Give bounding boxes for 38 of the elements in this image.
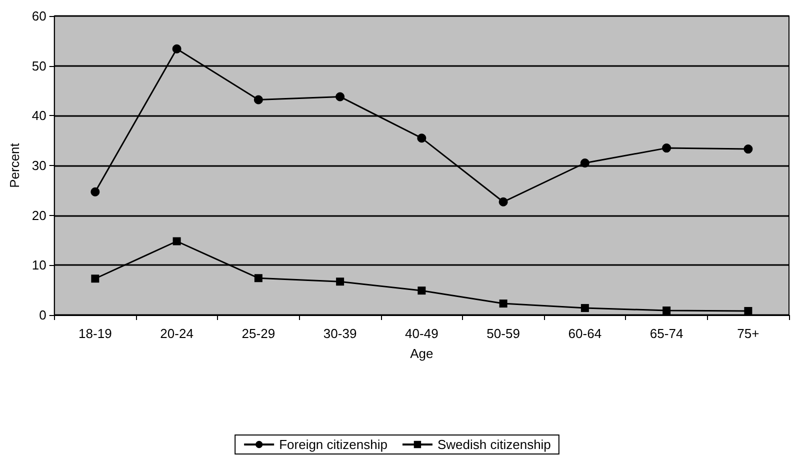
point — [662, 144, 672, 153]
point — [336, 92, 345, 102]
point — [254, 95, 263, 104]
point — [336, 278, 344, 286]
y-axis-title: Percent — [7, 142, 22, 188]
point — [498, 197, 508, 206]
y-tick-label: 30 — [32, 158, 46, 173]
point — [172, 44, 182, 54]
y-tick-label: 40 — [32, 108, 46, 124]
x-tick-label: 25-29 — [242, 326, 276, 341]
x-tick-label: 75+ — [737, 326, 760, 341]
point — [418, 286, 426, 295]
point — [91, 274, 100, 283]
point — [90, 187, 100, 196]
x-tick-label: 40-49 — [405, 326, 438, 341]
point — [417, 134, 426, 143]
point — [662, 306, 671, 315]
legend-label: Foreign citizenship — [279, 437, 388, 452]
y-tick-label: 20 — [32, 208, 46, 223]
x-tick-label: 20-24 — [160, 326, 194, 341]
x-tick-label: 65-74 — [650, 326, 684, 341]
y-tick-label: 60 — [32, 8, 46, 24]
x-axis-title: Age — [410, 346, 434, 361]
x-tick-label: 50-59 — [486, 326, 520, 341]
point — [172, 237, 181, 246]
point — [580, 158, 590, 168]
point — [254, 274, 262, 282]
x-tick-label: 18-19 — [78, 326, 112, 341]
y-tick-label: 0 — [39, 308, 46, 322]
y-tick-label: 50 — [32, 58, 46, 74]
point — [580, 304, 589, 312]
point — [744, 307, 752, 316]
y-tick-label: 10 — [32, 258, 46, 273]
point — [499, 300, 508, 308]
x-tick-label: 60-64 — [568, 326, 602, 341]
legend-label: Swedish citizenship — [437, 437, 551, 452]
point — [744, 144, 753, 154]
x-tick-label: 30-39 — [323, 326, 357, 341]
